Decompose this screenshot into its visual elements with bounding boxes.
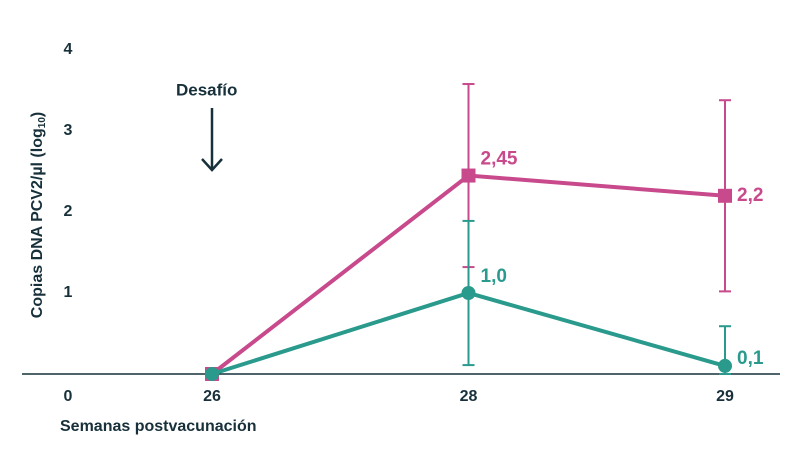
y-tick-label: 3	[64, 122, 73, 139]
x-axis-label: Semanas postvacunación	[60, 418, 257, 435]
value-label: 1,0	[481, 266, 507, 287]
value-label: 2,45	[481, 149, 518, 170]
value-label: 0,1	[737, 348, 764, 369]
x-tick-label: 29	[716, 388, 734, 405]
y-tick-label: 2	[64, 203, 73, 220]
marker	[461, 168, 476, 183]
y-axis-label-sub: 10	[37, 117, 48, 129]
y-axis-label-main: Copias DNA PCV2/µl (log	[29, 128, 46, 318]
annotation-arrow	[201, 108, 223, 172]
x-tick-label: 26	[203, 388, 221, 405]
marker	[461, 286, 476, 300]
marker	[205, 367, 219, 381]
annotation: Desafío	[176, 80, 237, 99]
marker	[718, 188, 732, 203]
marker	[718, 358, 732, 373]
x-tick-label: 28	[460, 388, 478, 405]
y-tick-label: 4	[64, 41, 73, 58]
value-label: 2,2	[737, 185, 763, 206]
y-axis-label: Copias DNA PCV2/µl (log10)	[29, 112, 47, 318]
y-tick-label: 1	[64, 284, 73, 301]
y-tick-label: 0	[64, 388, 73, 405]
y-axis-label-end: )	[29, 112, 46, 117]
